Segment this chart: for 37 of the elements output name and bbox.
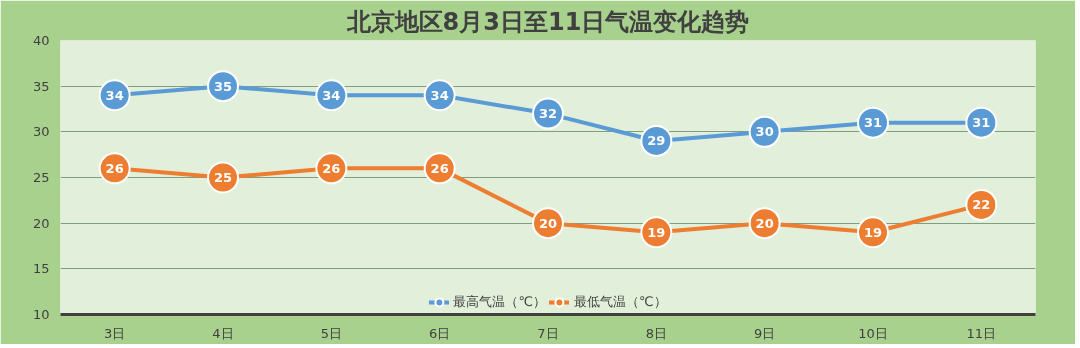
data-label: 19 <box>863 224 883 240</box>
y-tick-label: 40 <box>32 33 50 48</box>
legend-label: 最低气温（℃） <box>574 293 667 311</box>
x-tick-label: 3日 <box>104 325 126 341</box>
y-tick-label: 35 <box>32 78 50 94</box>
chart-title: 北京地区8月3日至11日气温变化趋势 <box>345 7 750 36</box>
data-label: 35 <box>213 78 233 94</box>
x-tick-label: 4日 <box>212 325 234 341</box>
x-tick-label: 9日 <box>754 325 776 341</box>
data-label: 31 <box>863 115 883 131</box>
data-label: 26 <box>105 160 124 176</box>
data-label: 30 <box>755 124 774 140</box>
data-label: 32 <box>538 106 558 122</box>
x-tick-label: 6日 <box>429 325 451 341</box>
data-label: 19 <box>647 224 666 240</box>
data-label: 34 <box>430 87 449 103</box>
data-label: 22 <box>972 197 991 213</box>
legend-label: 最高气温（℃） <box>453 293 546 311</box>
data-label: 20 <box>755 215 774 231</box>
x-tick-label: 8日 <box>645 325 667 341</box>
y-tick-label: 20 <box>32 215 50 231</box>
x-tick-label: 7日 <box>537 325 559 341</box>
y-tick-label: 10 <box>32 307 50 322</box>
data-label: 26 <box>430 160 449 176</box>
data-label: 31 <box>972 115 991 131</box>
data-label: 26 <box>322 160 341 176</box>
x-tick-label: 11日 <box>966 325 997 341</box>
x-tick-label: 5日 <box>320 325 342 341</box>
data-label: 20 <box>538 215 558 231</box>
y-tick-label: 25 <box>32 170 50 185</box>
data-label: 34 <box>322 87 341 103</box>
data-label: 34 <box>105 87 124 103</box>
y-tick-label: 30 <box>32 124 50 140</box>
data-label: 29 <box>647 133 666 149</box>
y-tick-label: 15 <box>32 261 50 277</box>
x-tick-label: 10日 <box>858 325 888 341</box>
data-label: 25 <box>213 170 233 185</box>
